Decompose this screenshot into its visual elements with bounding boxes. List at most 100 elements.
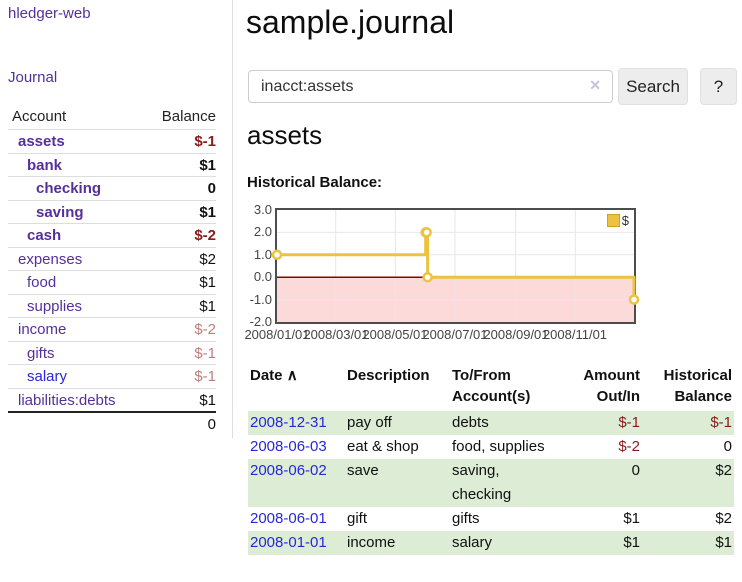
balance-column-header: Balance	[161, 108, 216, 125]
account-link-income[interactable]: income	[18, 321, 67, 338]
sidebar-item-journal[interactable]: Journal	[8, 69, 58, 86]
account-link-food[interactable]: food	[27, 274, 57, 291]
account-row: supplies $1	[8, 293, 216, 318]
account-balance: $1	[199, 156, 216, 174]
x-axis-tick: 2008/07/01	[422, 327, 488, 342]
transaction-balance: $2	[715, 462, 732, 479]
account-link-expenses[interactable]: expenses	[18, 250, 83, 268]
transaction-description: income	[347, 534, 396, 551]
register-row: 2008-06-01 gift gifts $1 $2	[248, 507, 734, 531]
x-axis-tick: 2008/01/01	[244, 327, 310, 342]
account-row: saving $1	[8, 199, 216, 224]
search-input[interactable]	[248, 70, 613, 103]
register-header-row: Date ∧ Description To/From Account(s) Am…	[248, 363, 734, 411]
transaction-description: pay off	[347, 414, 392, 431]
accounts-total-row: 0	[8, 411, 216, 435]
x-axis-tick: 2008/05/01	[362, 327, 428, 342]
transaction-date-link[interactable]: 2008-06-02	[250, 462, 327, 479]
register-row: 2008-06-02 save saving, checking 0 $2	[248, 459, 734, 507]
transaction-balance: 0	[723, 438, 732, 455]
account-balance: $1	[199, 297, 216, 315]
account-row: food $1	[8, 270, 216, 294]
historical-balance-chart: $	[271, 208, 640, 324]
register-row: 2008-06-03 eat & shop food, supplies $-2…	[248, 435, 734, 459]
accounts-column-header: To/From Account(s)	[452, 367, 531, 405]
register-row: 2008-01-01 income salary $1 $1	[248, 531, 734, 555]
legend-swatch-icon	[606, 214, 620, 227]
account-balance: $-1	[194, 344, 216, 362]
transaction-date-link[interactable]: 2008-06-03	[250, 438, 327, 455]
transaction-date-link[interactable]: 2008-12-31	[250, 414, 327, 431]
transaction-amount: $-2	[618, 438, 640, 455]
account-link-gifts[interactable]: gifts	[27, 344, 55, 362]
search-bar: ✕	[248, 70, 613, 103]
account-row: cash $-2	[8, 223, 216, 247]
account-link-assets[interactable]: assets	[18, 133, 65, 150]
page-title: sample.journal	[246, 4, 455, 40]
app-title-link[interactable]: hledger-web	[8, 5, 91, 22]
account-balance: $1	[199, 391, 216, 409]
account-column-header: Account	[12, 108, 67, 125]
account-balance: $1	[199, 203, 216, 221]
search-button[interactable]: Search	[618, 68, 688, 105]
x-axis-tick: 2008/11/01	[542, 327, 608, 342]
amount-column-header: Amount Out/In	[583, 367, 640, 405]
x-axis-tick: 2008/09/01	[483, 327, 549, 342]
transaction-balance: $-1	[710, 414, 732, 431]
description-column-header: Description	[347, 367, 430, 384]
accounts-table-header: Account Balance	[8, 104, 216, 129]
date-column-header[interactable]: Date ∧	[250, 367, 298, 384]
account-row: income $-2	[8, 317, 216, 341]
account-balance: 0	[207, 180, 216, 197]
account-link-cash[interactable]: cash	[27, 227, 62, 244]
account-balance: $-1	[194, 368, 216, 385]
transaction-description: gift	[347, 510, 368, 527]
clear-search-icon[interactable]: ✕	[589, 77, 601, 93]
account-link-supplies[interactable]: supplies	[27, 297, 83, 315]
transaction-amount: $-1	[618, 414, 640, 431]
chart-title: Historical Balance:	[247, 174, 383, 191]
account-link-bank[interactable]: bank	[27, 156, 63, 174]
y-axis-tick: 3.0	[253, 202, 272, 217]
y-axis-tick: -1.0	[249, 292, 272, 307]
transaction-accounts: food, supplies	[452, 438, 545, 455]
chart-legend: $	[606, 213, 629, 228]
transaction-accounts: debts	[452, 414, 489, 431]
account-link-liabilities-debts[interactable]: liabilities:debts	[18, 391, 116, 409]
account-link-checking[interactable]: checking	[36, 180, 102, 197]
account-heading: assets	[247, 120, 323, 150]
account-row: salary $-1	[8, 364, 216, 388]
register-row: 2008-12-31 pay off debts $-1 $-1	[248, 411, 734, 435]
accounts-table: Account Balance assets $-1 bank $1 check…	[8, 104, 216, 435]
account-balance: $1	[199, 274, 216, 291]
y-axis-tick: 1.0	[253, 247, 272, 262]
sort-ascending-icon: ∧	[286, 367, 298, 384]
transaction-accounts: saving, checking	[452, 462, 512, 503]
transaction-balance: $2	[715, 510, 732, 527]
transaction-description: save	[347, 462, 379, 479]
account-balance: $-1	[194, 133, 216, 150]
y-axis-tick: -2.0	[249, 314, 272, 329]
sidebar-divider	[232, 0, 233, 438]
account-row: gifts $-1	[8, 340, 216, 365]
accounts-total-balance: 0	[207, 416, 216, 433]
legend-label: $	[621, 213, 629, 228]
transaction-date-link[interactable]: 2008-06-01	[250, 510, 327, 527]
account-link-saving[interactable]: saving	[36, 203, 84, 221]
transaction-amount: $1	[623, 534, 640, 551]
balance-column-header: Historical Balance	[663, 367, 732, 405]
account-balance: $-2	[194, 321, 216, 338]
transaction-date-link[interactable]: 2008-01-01	[250, 534, 327, 551]
account-row: liabilities:debts $1	[8, 387, 216, 412]
transaction-accounts: gifts	[452, 510, 480, 527]
transaction-amount: 0	[631, 462, 640, 479]
help-button[interactable]: ?	[700, 68, 737, 105]
account-row: bank $1	[8, 152, 216, 177]
transaction-balance: $1	[715, 534, 732, 551]
y-axis-tick: 0.0	[253, 269, 272, 284]
account-row: assets $-1	[8, 129, 216, 153]
account-link-salary[interactable]: salary	[27, 368, 68, 385]
account-row: checking 0	[8, 176, 216, 200]
register-table: Date ∧ Description To/From Account(s) Am…	[248, 363, 734, 555]
